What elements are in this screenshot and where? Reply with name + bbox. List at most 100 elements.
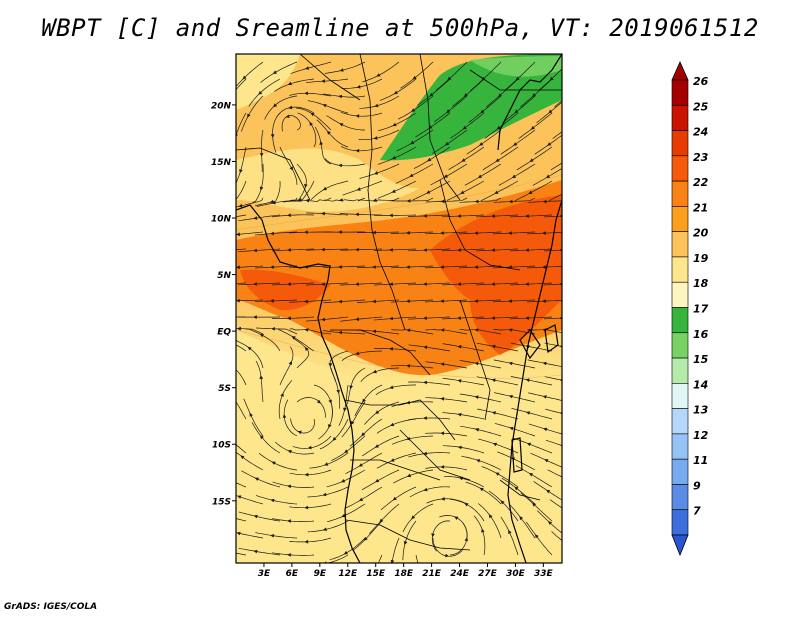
footer-credit: GrADS: IGES/COLA — [4, 602, 97, 612]
colorbar-swatch — [672, 105, 688, 130]
lon-tick-label: 18E — [394, 569, 414, 579]
lat-tick-label: 5S — [218, 384, 231, 394]
streamline-arrow — [562, 508, 566, 512]
colorbar-label: 9 — [693, 479, 701, 492]
streamline — [569, 130, 603, 154]
streamline — [561, 266, 603, 268]
streamline-arrow — [576, 265, 580, 269]
streamline-arrow — [222, 339, 226, 342]
streamline — [562, 330, 604, 335]
streamline — [561, 300, 603, 302]
colorbar-label: 22 — [693, 176, 709, 189]
streamline-arrow — [584, 77, 588, 81]
streamline-arrow — [582, 110, 586, 114]
streamline — [571, 96, 603, 123]
colorbar-under-triangle — [672, 535, 688, 555]
colorbar-label: 18 — [693, 277, 709, 290]
colorbar-label: 7 — [693, 505, 701, 518]
streamline-arrow — [577, 200, 581, 204]
lat-tick-label: 10S — [212, 441, 231, 451]
streamline — [565, 520, 603, 538]
colorbar-label: 16 — [693, 328, 709, 341]
streamline-arrow — [576, 328, 580, 332]
streamline — [562, 426, 603, 436]
lon-tick-label: 12E — [338, 569, 358, 579]
colorbar-label: 20 — [693, 227, 709, 240]
lon-tick-label: 15E — [366, 569, 386, 579]
streamline-arrow — [226, 435, 230, 439]
colorbar-swatch — [672, 308, 688, 333]
streamline-arrow — [576, 299, 580, 303]
colorbar-label: 15 — [693, 353, 709, 366]
colorbar-swatch — [672, 232, 688, 257]
streamline-arrow — [231, 199, 235, 203]
lon-tick-label: 21E — [422, 569, 442, 579]
colorbar-swatch — [672, 333, 688, 358]
colorbar-swatch — [672, 80, 688, 105]
lat-tick-label: 20N — [211, 101, 232, 111]
streamline-arrow — [581, 142, 585, 146]
streamline-arrow — [219, 282, 223, 286]
streamline-arrow — [232, 396, 236, 400]
colorbar-label: 12 — [693, 429, 709, 442]
lon-tick-label: 24E — [450, 569, 470, 579]
lat-tick-label: 5N — [217, 271, 231, 281]
lat-tick-label: 15S — [212, 497, 231, 507]
streamline — [564, 488, 603, 504]
streamline-arrow — [564, 158, 568, 162]
colorbar-label: 24 — [693, 126, 708, 139]
streamline-arrow — [220, 549, 224, 553]
lon-tick-label: 33E — [534, 569, 554, 579]
streamline-arrow — [228, 95, 232, 99]
colorbar-swatch — [672, 206, 688, 231]
streamline — [561, 232, 603, 234]
streamline-arrow — [219, 249, 223, 253]
lat-tick-label: 15N — [211, 158, 232, 168]
lat-tick-label: 10N — [211, 215, 232, 225]
streamline-arrow — [577, 396, 581, 400]
streamline-arrow — [230, 364, 234, 368]
streamline-arrow — [576, 231, 580, 235]
streamline-arrow — [221, 476, 225, 479]
streamline — [567, 164, 603, 185]
colorbar-swatch — [672, 257, 688, 282]
lon-tick-label: 9E — [314, 569, 327, 579]
streamline-arrow — [219, 315, 223, 319]
lon-tick-label: 27E — [478, 569, 498, 579]
colorbar-swatch — [672, 156, 688, 181]
colorbar-label: 11 — [693, 454, 708, 467]
streamline — [562, 394, 603, 403]
colorbar-swatch — [672, 484, 688, 509]
colorbar-swatch — [672, 131, 688, 156]
latitude-axis: 20N 15N 10N 5N EQ 5S 10S 15S — [211, 101, 236, 507]
colorbar-swatch — [672, 358, 688, 383]
colorbar-label: 21 — [693, 201, 708, 214]
streamline — [562, 198, 603, 202]
streamline-arrow — [566, 93, 570, 97]
streamline-arrow — [577, 429, 581, 433]
streamline — [562, 360, 603, 368]
streamline — [563, 457, 603, 470]
streamline-arrow — [578, 528, 582, 531]
streamline-arrow — [580, 175, 584, 179]
colorbar-label: 14 — [693, 378, 708, 391]
colorbar-swatch — [672, 459, 688, 484]
lon-tick-label: 6E — [286, 569, 299, 579]
colorbar-label: 23 — [693, 151, 709, 164]
streamline-arrow — [565, 126, 569, 130]
lat-tick-label: EQ — [217, 328, 231, 338]
colorbar-swatch — [672, 409, 688, 434]
colorbar-label: 25 — [693, 100, 709, 113]
streamline-arrow — [577, 362, 581, 366]
colorbar-over-triangle — [672, 62, 688, 80]
lon-tick-label: 3E — [258, 569, 271, 579]
colorbar-label: 13 — [693, 404, 709, 417]
colorbar-swatch — [672, 510, 688, 535]
streamline-arrow — [563, 541, 567, 545]
colorbar-label: 17 — [693, 303, 709, 316]
colorbar-swatch — [672, 282, 688, 307]
streamline — [573, 62, 604, 91]
